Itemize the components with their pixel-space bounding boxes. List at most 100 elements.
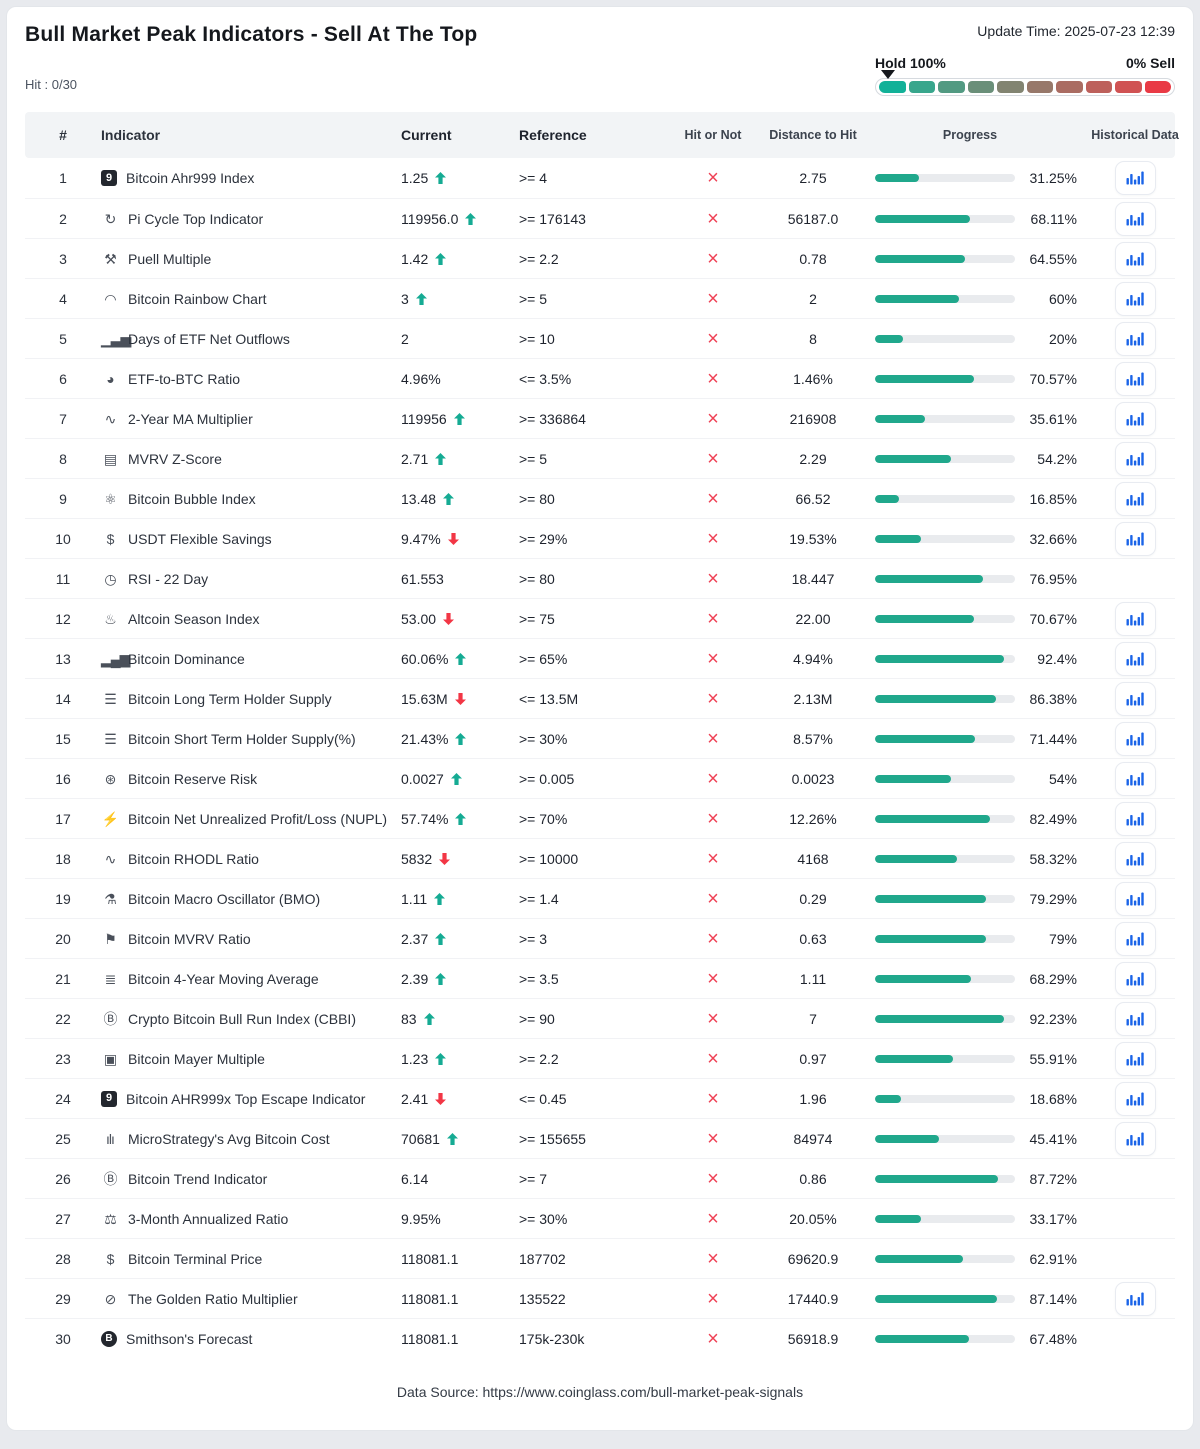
progress-fill: [875, 1014, 1005, 1023]
current-value: 70681: [401, 1130, 440, 1147]
history-cell: [1081, 161, 1189, 195]
progress-percent: 54%: [1048, 770, 1077, 787]
progress-track: [875, 454, 1015, 463]
historical-data-button[interactable]: [1114, 681, 1156, 716]
row-index: 7: [59, 410, 67, 427]
history-cell: [1081, 721, 1189, 756]
historical-data-button[interactable]: [1114, 441, 1156, 476]
col-header-index: #: [59, 127, 67, 143]
historical-data-button[interactable]: [1114, 961, 1156, 996]
current-cell: 21.43%: [401, 731, 519, 747]
progress-fill: [875, 854, 957, 863]
historical-data-button[interactable]: [1114, 641, 1156, 676]
current-cell: 118081.1: [401, 1251, 519, 1267]
historical-data-button[interactable]: [1114, 801, 1156, 836]
flag-icon: ⚑: [104, 930, 117, 947]
indicator-cell: Ⓑ Crypto Bitcoin Bull Run Index (CBBI): [101, 1011, 401, 1027]
historical-data-button[interactable]: [1114, 481, 1156, 516]
progress-fill: [875, 1294, 997, 1303]
distance-value: 1.96: [799, 1090, 827, 1107]
history-cell: [1081, 361, 1189, 396]
indicator-name: Puell Multiple: [128, 250, 212, 267]
indicator-name: MicroStrategy's Avg Bitcoin Cost: [128, 1130, 330, 1147]
progress-fill: [875, 1174, 998, 1183]
circled-b-icon: Ⓑ: [103, 1010, 118, 1027]
reference-value: >= 75: [519, 610, 555, 627]
historical-data-button[interactable]: [1114, 601, 1156, 636]
table-row: 27 ⚖ 3-Month Annualized Ratio 9.95% >= 3…: [25, 1198, 1175, 1238]
reference-value: <= 3.5%: [519, 370, 572, 387]
indicator-name: Bitcoin Short Term Holder Supply(%): [128, 730, 356, 747]
up-arrow-icon: [465, 212, 477, 225]
indicator-name: Bitcoin Long Term Holder Supply: [128, 690, 332, 707]
current-cell: 119956: [401, 411, 519, 427]
clock-icon: ◷: [104, 570, 116, 587]
historical-data-button[interactable]: [1114, 321, 1156, 356]
progress-cell: 58.32%: [859, 851, 1081, 867]
progress-track: [875, 214, 1015, 223]
historical-data-button[interactable]: [1114, 1121, 1156, 1156]
historical-data-button[interactable]: [1114, 881, 1156, 916]
scale-labels: Hold 100% 0% Sell: [875, 55, 1175, 71]
indicator-cell: ∿ 2-Year MA Multiplier: [101, 411, 401, 427]
table-body: 1 9 Bitcoin Ahr999 Index 1.25 >= 4 × 2.7…: [25, 158, 1175, 1358]
indicator-name: Days of ETF Net Outflows: [128, 330, 290, 347]
indicator-name: 3-Month Annualized Ratio: [128, 1210, 289, 1227]
historical-data-button[interactable]: [1114, 201, 1156, 236]
historical-data-button[interactable]: [1114, 401, 1156, 436]
historical-data-button[interactable]: [1114, 241, 1156, 276]
distance-value: 20.05%: [789, 1210, 837, 1227]
historical-data-button[interactable]: [1114, 281, 1156, 316]
historical-data-button[interactable]: [1114, 1281, 1156, 1316]
progress-cell: 68.11%: [859, 211, 1081, 227]
historical-data-button[interactable]: [1114, 161, 1156, 195]
historical-data-button[interactable]: [1114, 1001, 1156, 1036]
distance-value: 12.26%: [789, 810, 837, 827]
scale-segment: [1056, 81, 1083, 93]
current-cell: 53.00: [401, 611, 519, 627]
clipboard-chart-icon: ▤: [103, 450, 117, 467]
historical-data-button[interactable]: [1114, 361, 1156, 396]
progress-cell: 18.68%: [859, 1091, 1081, 1107]
current-value: 61.553: [401, 570, 444, 587]
reference-value: >= 336864: [519, 410, 586, 427]
indicator-cell: ⚛ Bitcoin Bubble Index: [101, 491, 401, 507]
update-time: Update Time: 2025-07-23 12:39: [977, 23, 1175, 39]
indicator-name: Bitcoin 4-Year Moving Average: [128, 970, 319, 987]
current-cell: 61.553: [401, 571, 519, 587]
historical-data-button[interactable]: [1114, 1041, 1156, 1076]
indicator-cell: ▤ MVRV Z-Score: [101, 451, 401, 467]
row-index: 16: [55, 770, 71, 787]
reference-value: <= 0.45: [519, 1090, 567, 1107]
table-row: 26 Ⓑ Bitcoin Trend Indicator 6.14 >= 7 ×…: [25, 1158, 1175, 1198]
mini-bars-icon: ılı: [106, 1130, 115, 1147]
historical-data-button[interactable]: [1114, 721, 1156, 756]
current-value: 5832: [401, 850, 433, 867]
distance-value: 0.63: [799, 930, 827, 947]
progress-percent: 79.29%: [1029, 890, 1077, 907]
table-row: 20 ⚑ Bitcoin MVRV Ratio 2.37 >= 3 × 0.63…: [25, 918, 1175, 958]
row-index: 13: [55, 650, 71, 667]
row-index: 29: [55, 1290, 71, 1307]
historical-data-button[interactable]: [1114, 761, 1156, 796]
reference-value: >= 4: [519, 170, 548, 186]
historical-data-button[interactable]: [1114, 841, 1156, 876]
progress-track: [875, 1094, 1015, 1103]
indicator-name: Bitcoin Rainbow Chart: [128, 290, 267, 307]
progress-percent: 70.67%: [1029, 610, 1077, 627]
progress-percent: 62.91%: [1029, 1250, 1077, 1267]
progress-fill: [875, 1094, 902, 1103]
historical-data-button[interactable]: [1114, 521, 1156, 556]
miss-x-icon: ×: [707, 887, 719, 910]
indicator-name: USDT Flexible Savings: [128, 530, 272, 547]
progress-track: [875, 1334, 1015, 1343]
signal-bars-icon: ▂▄▆: [101, 650, 130, 667]
historical-data-button[interactable]: [1114, 1081, 1156, 1116]
table-row: 21 ≣ Bitcoin 4-Year Moving Average 2.39 …: [25, 958, 1175, 998]
progress-percent: 76.95%: [1029, 570, 1077, 587]
indicator-name: Pi Cycle Top Indicator: [128, 210, 264, 227]
progress-track: [875, 294, 1015, 303]
indicator-cell: ◠ Bitcoin Rainbow Chart: [101, 291, 401, 307]
historical-data-button[interactable]: [1114, 921, 1156, 956]
current-cell: 2.39: [401, 971, 519, 987]
